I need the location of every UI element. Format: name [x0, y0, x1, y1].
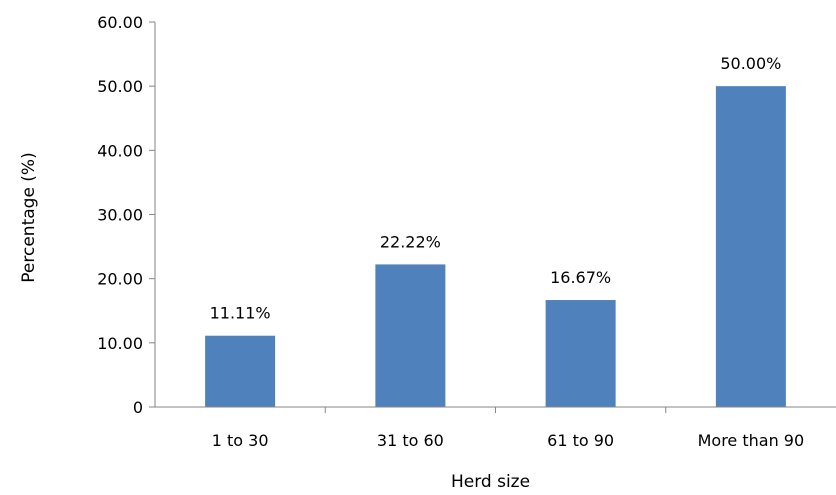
y-tick-label: 10.00: [97, 334, 143, 353]
y-axis-title: Percentage (%): [19, 152, 39, 282]
bars-group: [205, 86, 786, 408]
bar: [715, 86, 786, 408]
bar: [375, 264, 446, 407]
x-tick-label: 61 to 90: [547, 431, 614, 450]
y-tick-label: 50.00: [97, 77, 143, 96]
y-ticks-group: 0 10.00 20.00 30.00 40.00 50.00 60.00: [97, 13, 155, 417]
y-tick-label: 20.00: [97, 270, 143, 289]
data-label: 11.11%: [210, 304, 271, 323]
bar: [205, 335, 276, 407]
x-axis-title: Herd size: [451, 472, 530, 492]
y-tick-label: 30.00: [97, 206, 143, 225]
x-ticks-group: 1 to 30 31 to 60 61 to 90 More than 90: [212, 407, 804, 450]
data-labels-group: 11.11% 22.22% 16.67% 50.00%: [210, 54, 782, 323]
bar: [545, 300, 616, 407]
x-tick-label: 1 to 30: [212, 431, 269, 450]
y-tick-label: 40.00: [97, 141, 143, 160]
x-tick-label: More than 90: [698, 431, 805, 450]
data-label: 22.22%: [380, 232, 441, 251]
y-tick-label: 60.00: [97, 13, 143, 32]
data-label: 50.00%: [720, 54, 781, 73]
x-tick-label: 31 to 60: [377, 431, 444, 450]
data-label: 16.67%: [550, 268, 611, 287]
y-tick-label: 0: [133, 398, 143, 417]
